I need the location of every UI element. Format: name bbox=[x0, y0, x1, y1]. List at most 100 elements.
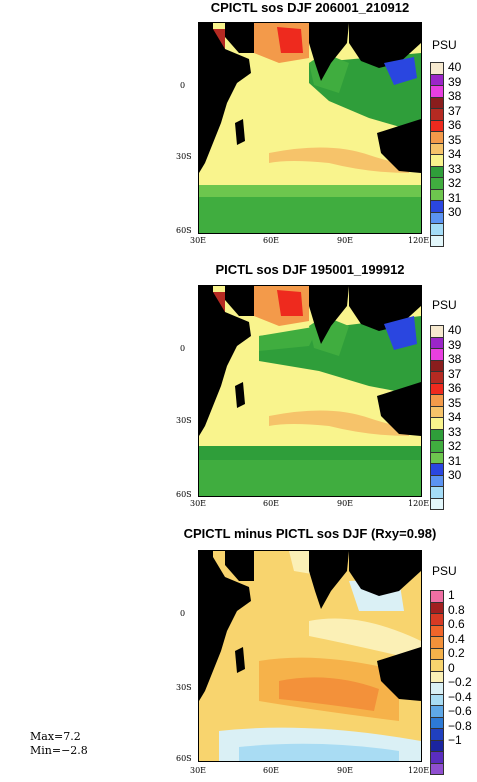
maritime-low-salinity bbox=[384, 316, 417, 350]
panel1-colorbar: 40 39 38 37 36 35 34 33 32 31 30 bbox=[430, 60, 461, 247]
southern-ocean-band bbox=[199, 458, 421, 496]
colorbar-label: 32 bbox=[448, 439, 462, 453]
lat-tick: 60S bbox=[176, 490, 192, 499]
colorbar-swatch bbox=[430, 177, 444, 189]
lat-tick: 30S bbox=[176, 152, 192, 161]
colorbar-swatch bbox=[430, 325, 444, 337]
panel3-title: CPICTL minus PICTL sos DJF (Rxy=0.98) bbox=[183, 526, 437, 541]
colorbar-label: −0.8 bbox=[448, 718, 472, 733]
lon-tick: 90E bbox=[337, 499, 354, 508]
colorbar-label: 33 bbox=[448, 424, 462, 439]
colorbar-swatch bbox=[430, 451, 444, 463]
colorbar-swatch bbox=[430, 762, 444, 775]
southern-negative-core bbox=[239, 743, 399, 761]
colorbar-swatch bbox=[430, 234, 444, 247]
colorbar-label: 33 bbox=[448, 161, 462, 176]
colorbar-swatch bbox=[430, 428, 444, 440]
maritime-low-salinity bbox=[384, 57, 417, 85]
australia-land bbox=[377, 647, 421, 701]
colorbar-label: −1 bbox=[448, 733, 462, 747]
lon-tick: 90E bbox=[337, 766, 354, 775]
colorbar-label: 1 bbox=[448, 588, 455, 602]
lat-tick: 60S bbox=[176, 754, 192, 763]
africa-land bbox=[199, 23, 251, 173]
colorbar-label: 30 bbox=[448, 468, 462, 482]
colorbar-label: 39 bbox=[448, 337, 462, 352]
arabian-sea-max bbox=[277, 27, 303, 53]
panel1-map-svg bbox=[199, 23, 421, 233]
units-label: PSU bbox=[432, 38, 457, 52]
lat-tick: 30S bbox=[176, 683, 192, 692]
colorbar-swatch bbox=[430, 705, 444, 717]
madagascar-land bbox=[235, 382, 245, 408]
lat-tick: 30S bbox=[176, 416, 192, 425]
lon-tick: 30E bbox=[190, 766, 207, 775]
min-stat: Min=−2.8 bbox=[30, 744, 88, 757]
colorbar-label: 34 bbox=[448, 147, 462, 161]
lon-tick: 60E bbox=[263, 236, 280, 245]
colorbar-label: 35 bbox=[448, 395, 462, 410]
australia-land bbox=[377, 119, 421, 173]
near-zero-band bbox=[309, 618, 421, 661]
colorbar-label: 32 bbox=[448, 176, 462, 190]
colorbar-swatch bbox=[430, 682, 444, 694]
southeast-asia-land bbox=[349, 23, 421, 68]
lat-tick: 0 bbox=[180, 81, 186, 90]
panel2-map-svg bbox=[199, 286, 421, 496]
colorbar-label: 39 bbox=[448, 74, 462, 89]
panel3-colorbar: 1 0.8 0.6 0.4 0.2 0 −0.2 −0.4 −0.6 −0.8 −1 bbox=[430, 588, 472, 775]
colorbar-swatch bbox=[430, 728, 444, 740]
colorbar-label: 0.6 bbox=[448, 617, 465, 631]
colorbar-swatch bbox=[430, 85, 444, 97]
panel1-map bbox=[198, 22, 422, 234]
panel3-map bbox=[198, 550, 422, 762]
colorbar-swatch bbox=[430, 223, 444, 235]
india-land bbox=[309, 551, 349, 609]
colorbar-swatch bbox=[430, 405, 444, 417]
colorbar-swatch bbox=[430, 73, 444, 85]
arabia-land bbox=[225, 551, 254, 581]
colorbar-swatch bbox=[430, 739, 444, 751]
colorbar-swatch bbox=[430, 382, 444, 394]
colorbar-label: 35 bbox=[448, 132, 462, 147]
panel2-map bbox=[198, 285, 422, 497]
colorbar-swatch bbox=[430, 601, 444, 613]
lat-tick: 60S bbox=[176, 226, 192, 235]
colorbar-swatch bbox=[430, 200, 444, 212]
colorbar-swatch bbox=[430, 486, 444, 498]
colorbar-swatch bbox=[430, 693, 444, 705]
colorbar-swatch bbox=[430, 359, 444, 371]
colorbar-swatch bbox=[430, 590, 444, 602]
colorbar-label: −0.6 bbox=[448, 704, 472, 718]
arabia-land bbox=[225, 23, 254, 53]
colorbar-swatch bbox=[430, 348, 444, 360]
units-label: PSU bbox=[432, 564, 457, 578]
panel2-colorbar: 40 39 38 37 36 35 34 33 32 31 30 bbox=[430, 323, 461, 510]
colorbar-swatch bbox=[430, 108, 444, 120]
australia-land bbox=[377, 382, 421, 436]
southern-ocean-band bbox=[199, 185, 421, 197]
colorbar-swatch bbox=[430, 188, 444, 200]
lat-tick: 0 bbox=[180, 344, 186, 353]
colorbar-label: 0.8 bbox=[448, 602, 465, 617]
colorbar-label: 37 bbox=[448, 366, 462, 381]
arabian-sea-max bbox=[277, 290, 303, 316]
colorbar-swatch bbox=[430, 119, 444, 131]
madagascar-land bbox=[235, 647, 245, 673]
colorbar-swatch bbox=[430, 96, 444, 108]
lon-tick: 30E bbox=[190, 236, 207, 245]
equatorial-low-salinity bbox=[259, 326, 319, 351]
lon-tick: 30E bbox=[190, 499, 207, 508]
colorbar-swatch bbox=[430, 440, 444, 452]
southern-edge bbox=[199, 229, 421, 233]
units-label: PSU bbox=[432, 298, 457, 312]
colorbar-label: 0 bbox=[448, 660, 455, 675]
colorbar-swatch bbox=[430, 751, 444, 763]
lon-tick: 60E bbox=[263, 499, 280, 508]
colorbar-swatch bbox=[430, 336, 444, 348]
colorbar-label: 34 bbox=[448, 410, 462, 424]
colorbar-swatch bbox=[430, 131, 444, 143]
madagascar-land bbox=[235, 119, 245, 145]
colorbar-swatch bbox=[430, 165, 444, 177]
colorbar-label: 31 bbox=[448, 453, 462, 468]
